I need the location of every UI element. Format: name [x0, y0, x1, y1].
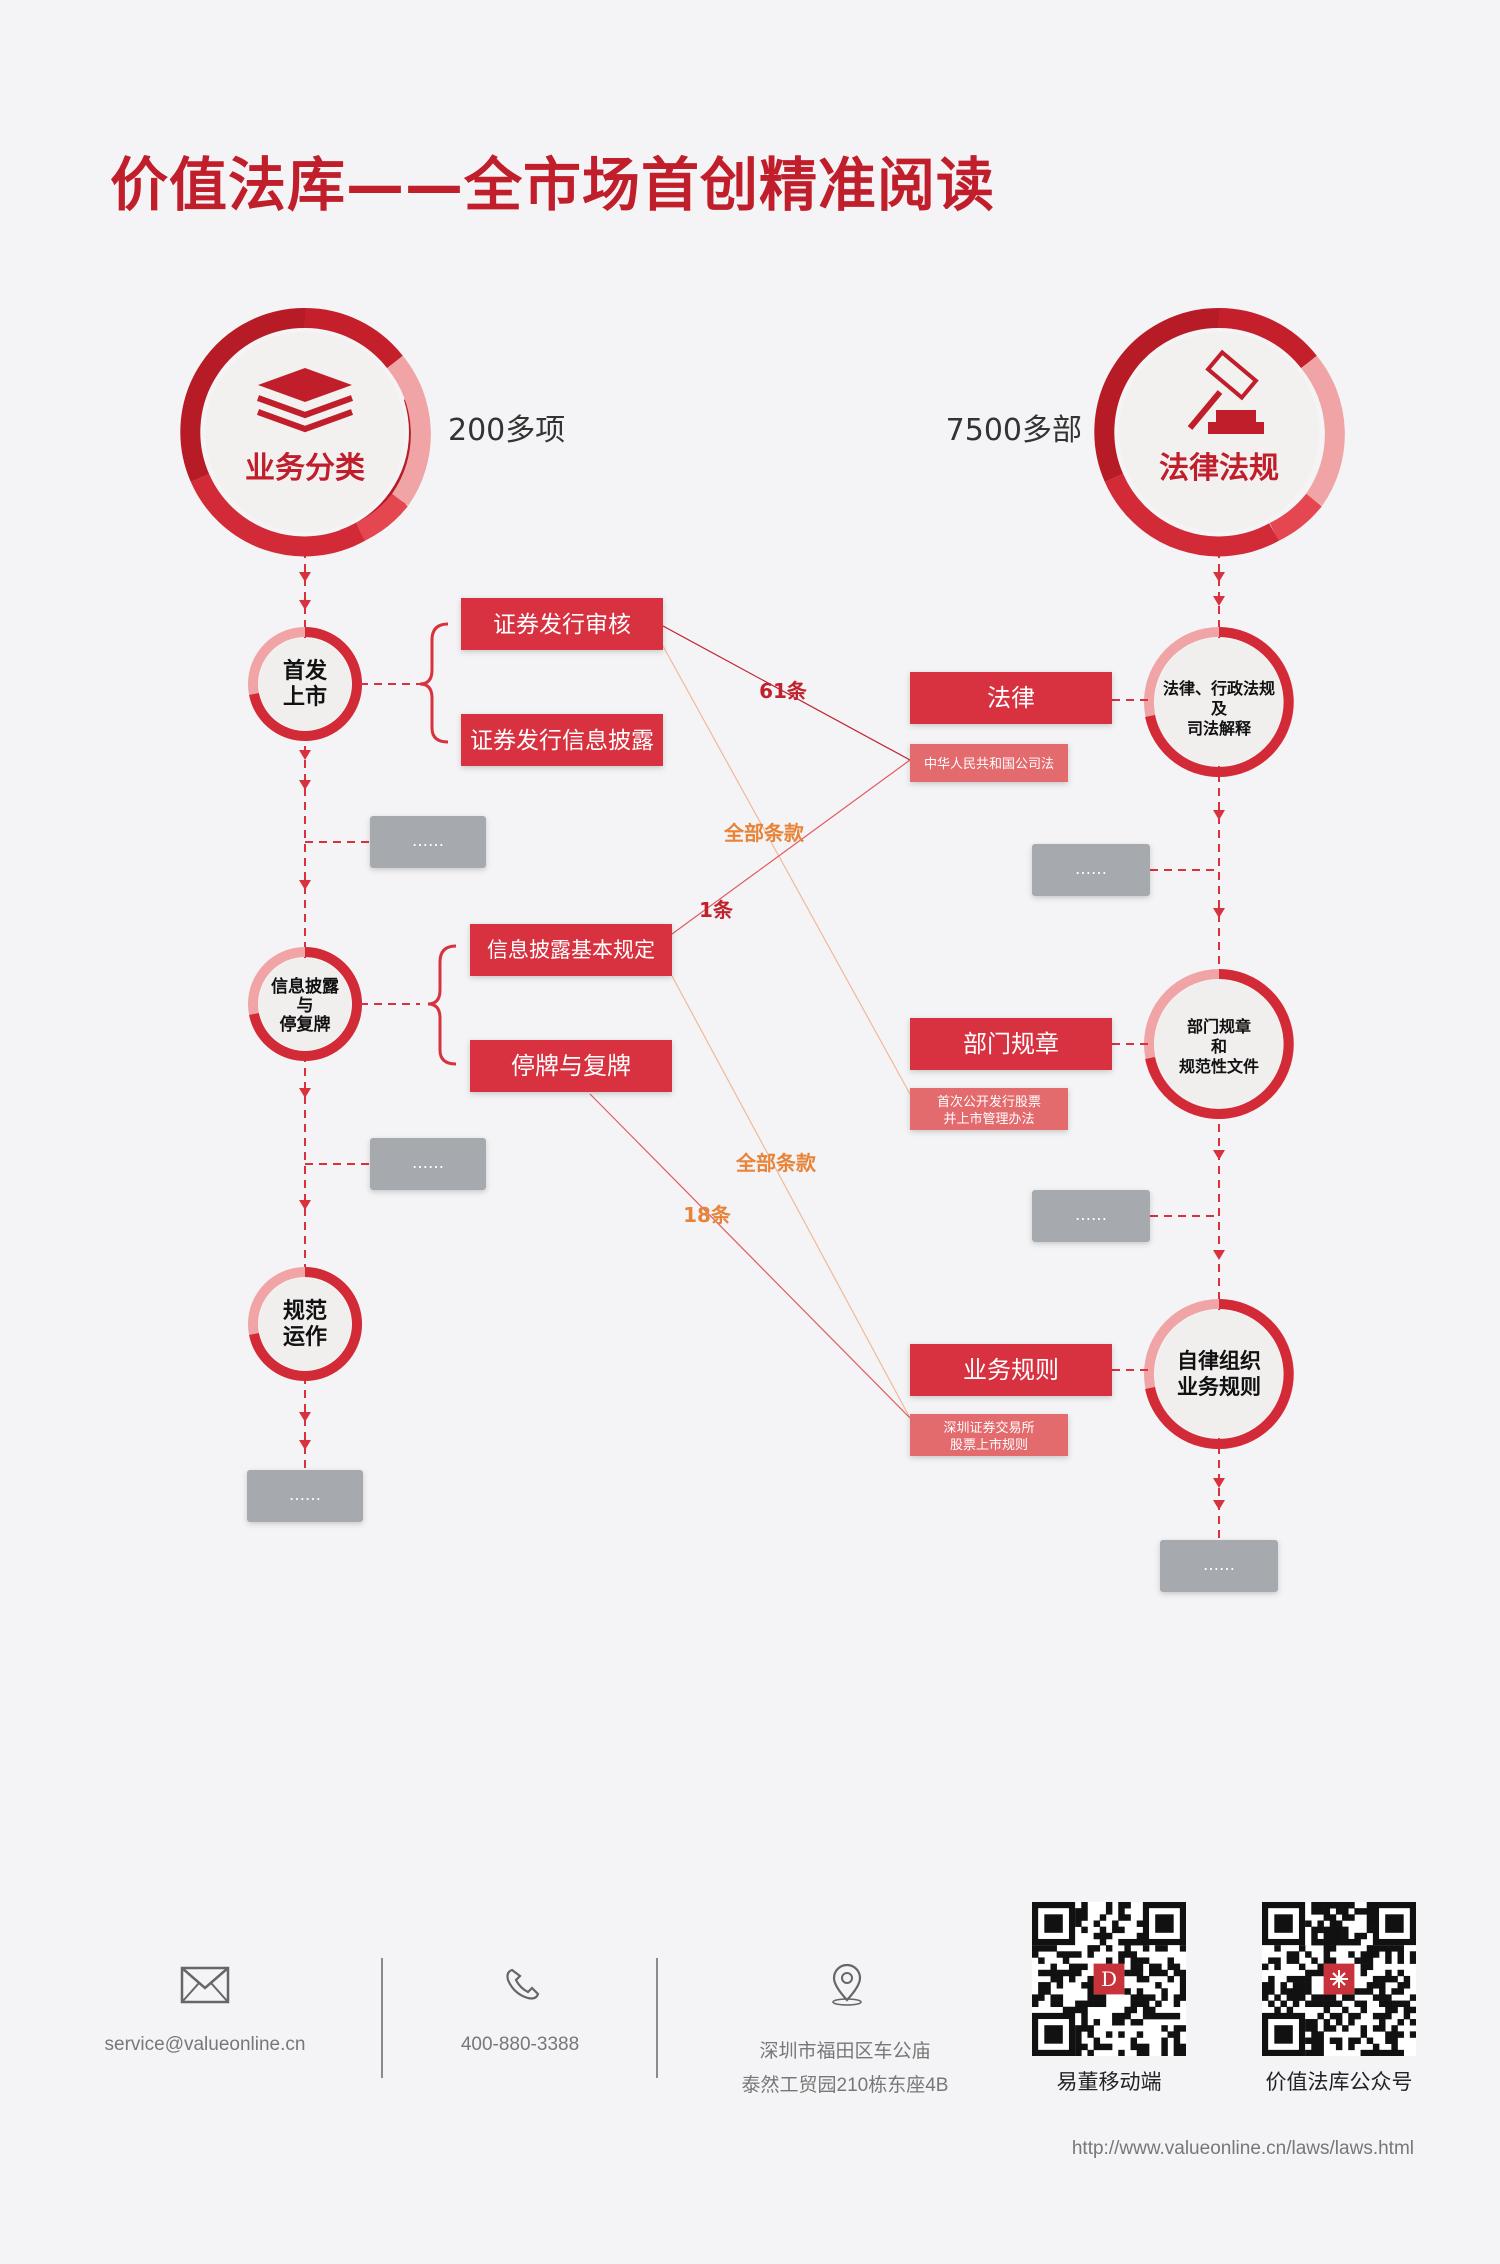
location-pin-icon [832, 1963, 862, 2006]
left-node-disclosure[interactable]: 信息披露 与 停复牌 [248, 947, 363, 1061]
left-braces [419, 622, 457, 1066]
node-label: 及 [1211, 699, 1228, 718]
category-box-dept[interactable] [910, 1018, 1112, 1070]
left-hub-label: 业务分类 [245, 451, 365, 486]
link-label: 61条 [759, 679, 808, 703]
footer-phone[interactable]: 400-880-3388 [460, 2034, 580, 2055]
example-label: 中华人民共和国公司法 [924, 757, 1054, 772]
sub-box-disclosure-basic[interactable] [470, 924, 672, 976]
node-label: 停复牌 [280, 1014, 331, 1035]
right-node-selfreg[interactable]: 自律组织 业务规则 [1144, 1299, 1294, 1449]
example-label: 并上市管理办法 [943, 1111, 1034, 1127]
example-box-law[interactable] [910, 744, 1068, 782]
example-label: 首次公开发行股票 [937, 1094, 1041, 1110]
svg-text:D: D [1101, 1967, 1117, 1991]
link-label: 全部条款 [735, 1151, 817, 1175]
more-box[interactable] [1032, 1190, 1150, 1242]
right-node-dept[interactable]: 部门规章 和 规范性文件 [1144, 969, 1294, 1119]
node-label: 规范性文件 [1179, 1057, 1259, 1076]
sub-box-label: 停牌与复牌 [511, 1052, 631, 1080]
node-label: 和 [1211, 1037, 1227, 1056]
more-label: …… [412, 1153, 444, 1172]
node-label: 部门规章 [1187, 1017, 1251, 1036]
footer-url[interactable]: http://www.valueonline.cn/laws/laws.html [1071, 2138, 1414, 2159]
ellipsis-boxes [247, 816, 1278, 1592]
node-label: 首发 [283, 658, 328, 684]
example-label: 深圳证券交易所 [943, 1420, 1034, 1436]
category-label: 业务规则 [963, 1356, 1059, 1384]
left-node-ops[interactable]: 规范 运作 [248, 1267, 363, 1381]
more-box[interactable] [1032, 844, 1150, 896]
qr-code-wechat[interactable] [1262, 1902, 1416, 2056]
footer-address-line: 泰然工贸园210栋东座4B [741, 2075, 949, 2096]
left-hub: 业务分类 [180, 307, 431, 557]
example-box-dept[interactable] [910, 1088, 1068, 1130]
left-connectors [305, 683, 420, 1165]
link-label: 18条 [683, 1203, 732, 1227]
link-label: 1条 [699, 898, 734, 922]
footer-divider [381, 1958, 383, 2078]
footer-divider [656, 1958, 658, 2078]
more-box[interactable] [370, 1138, 486, 1190]
node-label: 司法解释 [1187, 719, 1252, 738]
more-box[interactable] [370, 816, 486, 868]
sub-box-label: 证券发行审核 [493, 612, 631, 638]
right-hub: 法律法规 [1094, 307, 1345, 557]
qr-label-wechat: 价值法库公众号 [1265, 2070, 1413, 2094]
category-box-law[interactable] [910, 672, 1112, 724]
left-hub-count: 200多项 [448, 413, 565, 448]
footer-email[interactable]: service@valueonline.cn [104, 2034, 306, 2055]
more-label: …… [1075, 1205, 1107, 1224]
more-label: …… [1203, 1555, 1235, 1574]
sub-box-label: 信息披露基本规定 [487, 938, 655, 962]
more-box[interactable] [247, 1470, 363, 1522]
cross-links [589, 625, 911, 1419]
spine-arrows [299, 572, 1225, 1510]
sub-box-ipo-disclosure[interactable] [461, 714, 663, 766]
node-label: 与 [297, 996, 314, 1016]
more-label: …… [1075, 859, 1107, 878]
node-label: 信息披露 [271, 976, 340, 997]
right-hub-label: 法律法规 [1159, 451, 1279, 486]
example-label: 股票上市规则 [950, 1437, 1028, 1453]
sub-box-suspension[interactable] [470, 1040, 672, 1092]
sub-box-label: 证券发行信息披露 [470, 728, 654, 754]
node-label: 规范 [283, 1299, 327, 1324]
category-label: 法律 [987, 684, 1035, 712]
right-cat-boxes [910, 672, 1112, 1456]
more-box[interactable] [1160, 1540, 1278, 1592]
node-label: 上市 [283, 684, 327, 710]
footer-address-line: 深圳市福田区车公庙 [759, 2041, 931, 2062]
right-hub-count: 7500多部 [946, 413, 1082, 448]
more-label: …… [289, 1485, 321, 1504]
left-sub-boxes [461, 598, 672, 1092]
page-title: 价值法库——全市场首创精准阅读 [110, 151, 996, 219]
gavel-icon [1187, 349, 1264, 434]
mail-icon [180, 1966, 230, 2004]
phone-icon [506, 1968, 540, 2000]
right-connectors [1112, 699, 1219, 1371]
link-label: 全部条款 [723, 821, 805, 845]
qr-code-app[interactable]: D [1032, 1902, 1186, 2056]
category-box-selfreg[interactable] [910, 1344, 1112, 1396]
left-node-ipo[interactable]: 首发 上市 [248, 627, 363, 741]
sub-box-ipo-review[interactable] [461, 598, 663, 650]
layers-icon [256, 368, 354, 433]
node-label: 法律、行政法规 [1163, 679, 1275, 698]
right-node-law[interactable]: 法律、行政法规 及 司法解释 [1144, 627, 1294, 777]
flow-diagram: 业务分类 200多项 法律法规 7500多部 首发 上市 信息披露 与 停复牌 [180, 307, 1345, 1592]
example-box-selfreg[interactable] [910, 1414, 1068, 1456]
node-label: 业务规则 [1177, 1375, 1261, 1399]
node-label: 自律组织 [1177, 1349, 1261, 1373]
node-label: 运作 [283, 1325, 327, 1350]
category-label: 部门规章 [963, 1030, 1059, 1058]
qr-label-app: 易董移动端 [1056, 2070, 1162, 2094]
link-labels: 61条 全部条款 1条 全部条款 18条 [683, 679, 817, 1227]
more-label: …… [412, 831, 444, 850]
